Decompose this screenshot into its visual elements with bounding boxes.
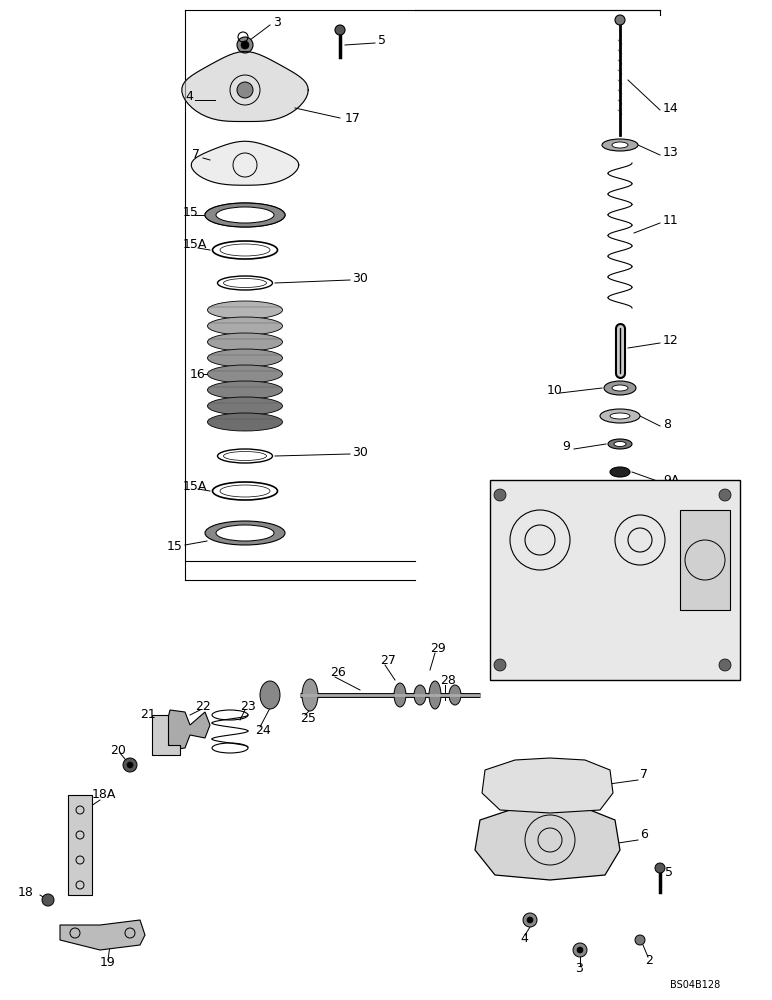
Text: 10: 10: [547, 384, 563, 397]
Ellipse shape: [208, 349, 283, 367]
Ellipse shape: [208, 413, 283, 431]
Text: 9: 9: [562, 440, 570, 454]
Text: 15: 15: [167, 540, 183, 554]
Text: 30: 30: [352, 271, 368, 284]
Text: 6: 6: [640, 828, 648, 842]
Text: 15A: 15A: [183, 481, 208, 493]
Text: 4: 4: [185, 91, 193, 104]
Text: 13: 13: [663, 146, 679, 159]
Text: 29: 29: [430, 642, 445, 654]
Bar: [490, 480, 740, 680]
Text: 26: 26: [330, 666, 346, 678]
Ellipse shape: [602, 139, 638, 151]
Text: 18A: 18A: [92, 788, 117, 802]
Polygon shape: [482, 758, 613, 813]
Text: 23: 23: [240, 700, 256, 712]
Bar: [680, 510, 730, 610]
Circle shape: [615, 15, 625, 25]
Text: 19: 19: [100, 956, 116, 970]
Polygon shape: [475, 808, 620, 880]
Ellipse shape: [208, 381, 283, 399]
Ellipse shape: [205, 521, 285, 545]
Text: 27: 27: [380, 654, 396, 666]
Ellipse shape: [604, 381, 636, 395]
Ellipse shape: [394, 683, 406, 707]
Ellipse shape: [208, 301, 283, 319]
Circle shape: [241, 41, 249, 49]
Circle shape: [335, 25, 345, 35]
Circle shape: [237, 82, 253, 98]
Circle shape: [635, 935, 645, 945]
Ellipse shape: [614, 442, 626, 446]
Text: 15: 15: [183, 206, 199, 219]
Text: 3: 3: [273, 15, 281, 28]
Text: 7: 7: [192, 148, 200, 161]
Text: 25: 25: [300, 712, 316, 724]
Text: 30: 30: [352, 446, 368, 458]
Circle shape: [42, 894, 54, 906]
Ellipse shape: [429, 681, 441, 709]
Ellipse shape: [610, 467, 630, 477]
Text: BS04B128: BS04B128: [670, 980, 720, 990]
Ellipse shape: [610, 413, 630, 419]
Text: 18: 18: [18, 886, 34, 900]
Ellipse shape: [216, 525, 274, 541]
Circle shape: [127, 762, 133, 768]
Circle shape: [123, 758, 137, 772]
Ellipse shape: [208, 317, 283, 335]
Circle shape: [655, 863, 665, 873]
Circle shape: [494, 659, 506, 671]
Ellipse shape: [224, 452, 266, 460]
Text: 28: 28: [440, 674, 456, 686]
Ellipse shape: [414, 685, 426, 705]
Circle shape: [494, 489, 506, 501]
Ellipse shape: [608, 439, 632, 449]
Circle shape: [523, 913, 537, 927]
Text: 14: 14: [663, 102, 679, 114]
Ellipse shape: [205, 203, 285, 227]
Text: 20: 20: [110, 744, 126, 756]
Ellipse shape: [612, 142, 628, 148]
Text: 15A: 15A: [183, 238, 208, 251]
Text: 11: 11: [663, 215, 679, 228]
Ellipse shape: [449, 685, 461, 705]
Ellipse shape: [216, 207, 274, 223]
Circle shape: [719, 659, 731, 671]
Circle shape: [577, 947, 583, 953]
Polygon shape: [165, 710, 210, 750]
Ellipse shape: [600, 409, 640, 423]
Ellipse shape: [220, 244, 270, 256]
Text: 3: 3: [575, 962, 583, 974]
Polygon shape: [182, 52, 308, 121]
Circle shape: [237, 37, 253, 53]
Text: 21: 21: [140, 708, 156, 722]
Text: 9A: 9A: [663, 474, 679, 487]
Text: 16: 16: [190, 367, 206, 380]
Ellipse shape: [302, 679, 318, 711]
Ellipse shape: [612, 385, 628, 391]
Circle shape: [527, 917, 533, 923]
Ellipse shape: [208, 397, 283, 415]
Ellipse shape: [208, 333, 283, 351]
Ellipse shape: [224, 278, 266, 288]
Circle shape: [719, 489, 731, 501]
Polygon shape: [60, 920, 145, 950]
Circle shape: [573, 943, 587, 957]
Text: 2: 2: [645, 954, 653, 966]
Bar: [68, 795, 92, 895]
Text: 7: 7: [640, 768, 648, 782]
Polygon shape: [191, 141, 299, 185]
Polygon shape: [152, 715, 180, 755]
Ellipse shape: [208, 365, 283, 383]
Text: 17: 17: [345, 111, 361, 124]
Ellipse shape: [260, 681, 280, 709]
Text: 5: 5: [665, 865, 673, 879]
Text: 4: 4: [520, 932, 528, 944]
Text: 22: 22: [195, 700, 211, 712]
Ellipse shape: [220, 485, 270, 497]
Text: 24: 24: [255, 724, 271, 736]
Text: 5: 5: [378, 33, 386, 46]
Text: 12: 12: [663, 334, 679, 348]
Text: 8: 8: [663, 418, 671, 430]
